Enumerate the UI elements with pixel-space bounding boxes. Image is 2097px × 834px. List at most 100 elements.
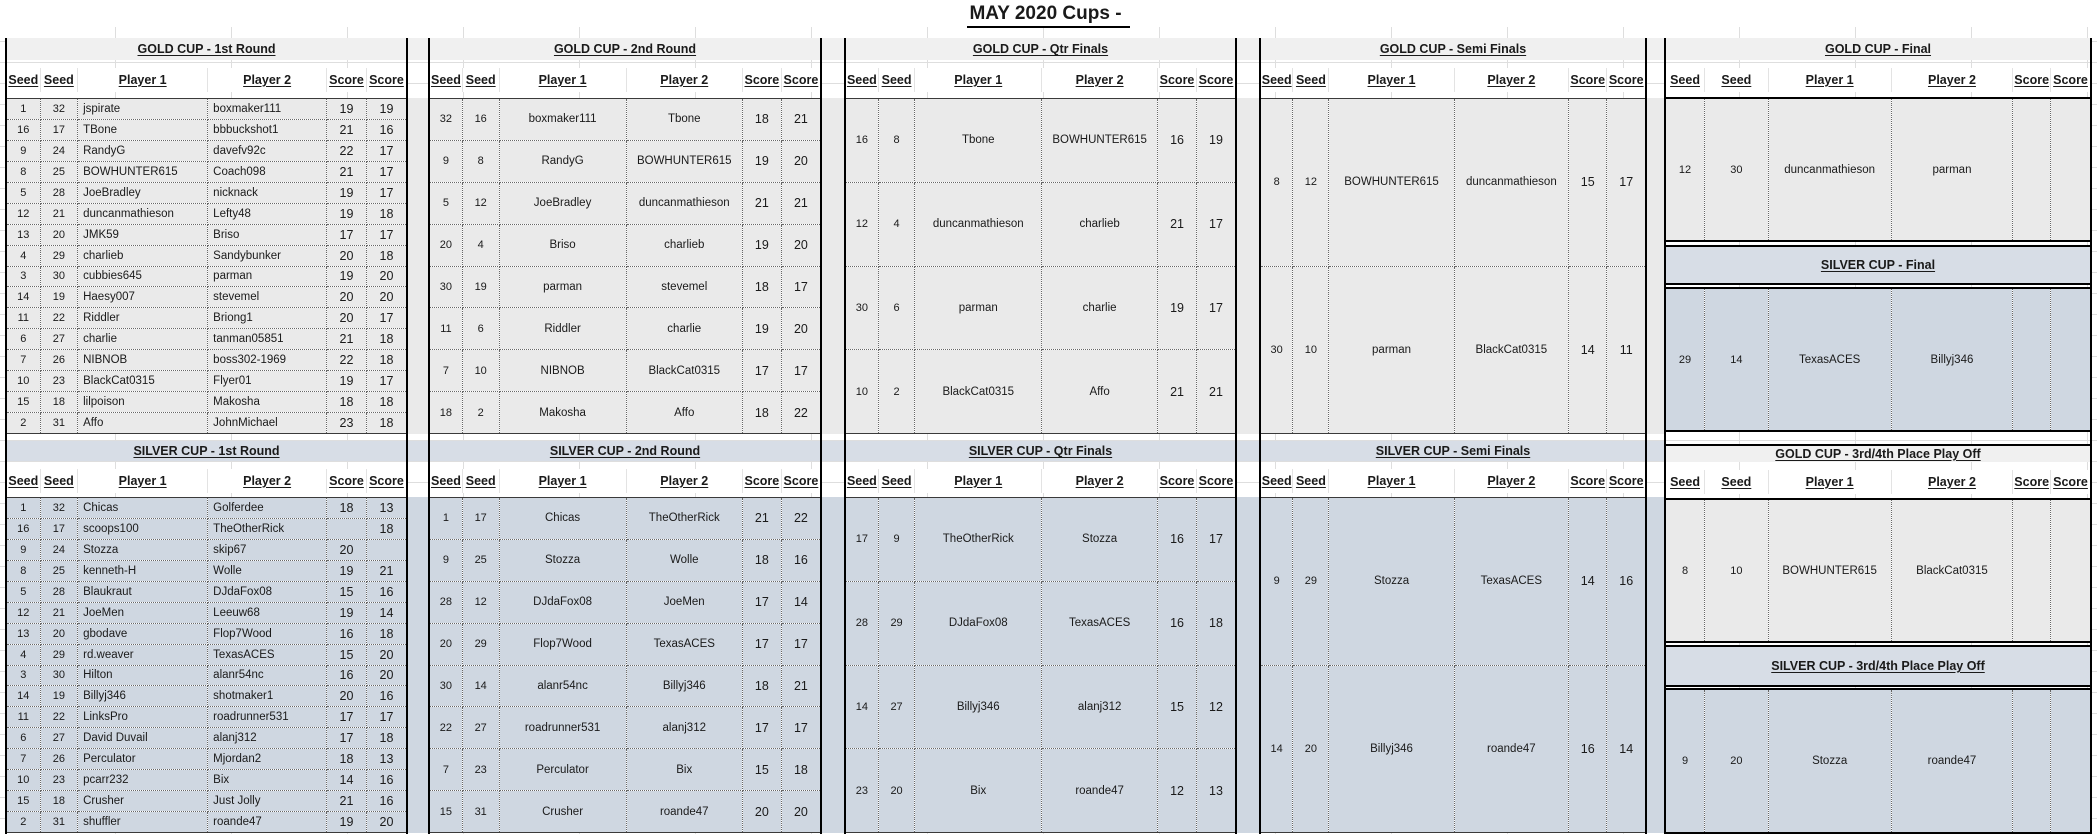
score1-cell[interactable]: 21 bbox=[326, 328, 367, 351]
player2-cell[interactable]: Lefty48 bbox=[207, 203, 328, 225]
player2-cell[interactable]: nicknack bbox=[207, 182, 328, 204]
seed2-cell[interactable]: 24 bbox=[40, 140, 79, 162]
score1-cell[interactable]: 19 bbox=[326, 602, 367, 624]
score2-cell[interactable]: 21 bbox=[781, 98, 820, 141]
score2-cell[interactable]: 20 bbox=[781, 307, 820, 351]
seed2-cell[interactable]: 30 bbox=[40, 665, 79, 687]
player1-cell[interactable]: Makosha bbox=[499, 391, 627, 434]
player2-cell[interactable]: charlieb bbox=[1041, 182, 1159, 267]
player1-cell[interactable]: Stozza bbox=[1768, 689, 1892, 833]
player2-cell[interactable]: skip67 bbox=[207, 539, 328, 561]
score1-cell[interactable]: 17 bbox=[326, 727, 367, 750]
seed1-cell[interactable]: 17 bbox=[846, 497, 879, 582]
score2-cell[interactable]: 17 bbox=[1196, 497, 1235, 582]
player1-cell[interactable]: Haesy007 bbox=[77, 286, 209, 309]
player1-cell[interactable]: David Duvail bbox=[77, 727, 209, 750]
seed1-cell[interactable]: 12 bbox=[7, 602, 41, 624]
score1-cell[interactable]: 20 bbox=[326, 539, 367, 561]
seed2-cell[interactable]: 23 bbox=[40, 370, 79, 393]
score1-cell[interactable]: 23 bbox=[326, 412, 367, 434]
seed1-cell[interactable]: 23 bbox=[846, 748, 879, 833]
player2-cell[interactable]: alanj312 bbox=[207, 727, 328, 750]
band-silver-semi-finals[interactable]: SILVER CUP - Semi Finals bbox=[1261, 441, 1645, 461]
seed1-cell[interactable]: 14 bbox=[846, 665, 879, 750]
player2-cell[interactable]: Affo bbox=[626, 391, 743, 434]
column-header-player-1[interactable]: Player 1 bbox=[914, 68, 1043, 92]
score2-cell[interactable]: 13 bbox=[366, 497, 406, 519]
score1-cell[interactable] bbox=[2012, 499, 2052, 642]
score1-cell[interactable]: 16 bbox=[326, 665, 367, 687]
column-header-player-1[interactable]: Player 1 bbox=[77, 469, 209, 493]
player1-cell[interactable]: lilpoison bbox=[77, 391, 209, 414]
score1-cell[interactable]: 20 bbox=[326, 307, 367, 330]
seed2-cell[interactable]: 10 bbox=[1704, 499, 1769, 642]
seed2-cell[interactable]: 19 bbox=[40, 685, 79, 708]
player1-cell[interactable]: charlie bbox=[77, 328, 209, 351]
column-header-seed[interactable]: Seed bbox=[878, 68, 916, 92]
player2-cell[interactable]: TexasACES bbox=[1041, 581, 1159, 666]
seed1-cell[interactable]: 30 bbox=[430, 266, 463, 309]
player1-cell[interactable]: Crusher bbox=[77, 790, 209, 813]
player1-cell[interactable]: Briso bbox=[499, 224, 627, 267]
column-header-score[interactable]: Score bbox=[2012, 68, 2052, 92]
seed2-cell[interactable]: 6 bbox=[462, 307, 500, 351]
player1-cell[interactable]: DJdaFox08 bbox=[499, 581, 627, 624]
player2-cell[interactable]: boss302-1969 bbox=[207, 349, 328, 372]
seed2-cell[interactable]: 16 bbox=[462, 98, 500, 141]
player2-cell[interactable]: Mjordan2 bbox=[207, 748, 328, 771]
score1-cell[interactable]: 17 bbox=[742, 349, 782, 393]
player1-cell[interactable]: DJdaFox08 bbox=[914, 581, 1043, 666]
score2-cell[interactable]: 20 bbox=[366, 286, 406, 309]
player2-cell[interactable]: JohnMichael bbox=[207, 412, 328, 434]
sheet-title[interactable]: MAY 2020 Cups - bbox=[967, 3, 1130, 28]
column-header-seed[interactable]: Seed bbox=[1292, 469, 1330, 493]
player2-cell[interactable]: Wolle bbox=[207, 560, 328, 582]
column-header-seed[interactable]: Seed bbox=[40, 469, 79, 493]
seed1-cell[interactable]: 13 bbox=[7, 623, 41, 645]
player2-cell[interactable]: TexasACES bbox=[207, 644, 328, 666]
column-header-player-2[interactable]: Player 2 bbox=[626, 68, 743, 92]
band-silver-1st-round[interactable]: SILVER CUP - 1st Round bbox=[7, 441, 406, 461]
score2-cell[interactable]: 12 bbox=[1196, 665, 1235, 750]
player1-cell[interactable]: JoeBradley bbox=[499, 182, 627, 225]
seed1-cell[interactable]: 10 bbox=[846, 349, 879, 434]
player2-cell[interactable]: Briong1 bbox=[207, 307, 328, 330]
score2-cell[interactable]: 16 bbox=[366, 581, 406, 603]
player2-cell[interactable]: Billyj346 bbox=[626, 665, 743, 708]
player1-cell[interactable]: Stozza bbox=[499, 539, 627, 582]
column-header-player-2[interactable]: Player 2 bbox=[1891, 470, 2014, 494]
seed2-cell[interactable]: 12 bbox=[462, 182, 500, 225]
seed1-cell[interactable]: 5 bbox=[7, 581, 41, 603]
column-header-score[interactable]: Score bbox=[742, 68, 782, 92]
score1-cell[interactable]: 22 bbox=[326, 349, 367, 372]
seed1-cell[interactable]: 3 bbox=[7, 665, 41, 687]
seed1-cell[interactable]: 28 bbox=[846, 581, 879, 666]
seed2-cell[interactable]: 17 bbox=[462, 497, 500, 540]
score1-cell[interactable]: 15 bbox=[742, 748, 782, 792]
player1-cell[interactable]: gbodave bbox=[77, 623, 209, 645]
seed2-cell[interactable]: 18 bbox=[40, 391, 79, 414]
score2-cell[interactable]: 20 bbox=[781, 790, 820, 833]
seed1-cell[interactable]: 14 bbox=[7, 286, 41, 309]
player2-cell[interactable]: Flop7Wood bbox=[207, 623, 328, 645]
seed2-cell[interactable]: 20 bbox=[40, 623, 79, 645]
column-header-player-1[interactable]: Player 1 bbox=[499, 68, 627, 92]
score2-cell[interactable]: 17 bbox=[1196, 182, 1235, 267]
seed1-cell[interactable]: 9 bbox=[430, 140, 463, 183]
seed1-cell[interactable]: 7 bbox=[430, 349, 463, 393]
seed1-cell[interactable]: 15 bbox=[7, 391, 41, 414]
column-header-score[interactable]: Score bbox=[369, 474, 404, 488]
seed2-cell[interactable]: 26 bbox=[40, 748, 79, 771]
score2-cell[interactable]: 16 bbox=[366, 769, 406, 792]
player2-cell[interactable]: JoeMen bbox=[626, 581, 743, 624]
column-header-score[interactable]: Score bbox=[326, 68, 367, 92]
player2-cell[interactable]: duncanmathieson bbox=[1454, 98, 1570, 267]
seed1-cell[interactable]: 28 bbox=[430, 581, 463, 624]
score2-cell[interactable]: 17 bbox=[366, 140, 406, 162]
player2-cell[interactable]: Makosha bbox=[207, 391, 328, 414]
player2-cell[interactable]: roande47 bbox=[1891, 689, 2014, 833]
score1-cell[interactable]: 16 bbox=[1568, 665, 1608, 833]
band-gold-qtr-finals[interactable]: GOLD CUP - Qtr Finals bbox=[846, 38, 1235, 60]
seed2-cell[interactable]: 27 bbox=[40, 328, 79, 351]
score2-cell[interactable]: 14 bbox=[781, 581, 820, 624]
